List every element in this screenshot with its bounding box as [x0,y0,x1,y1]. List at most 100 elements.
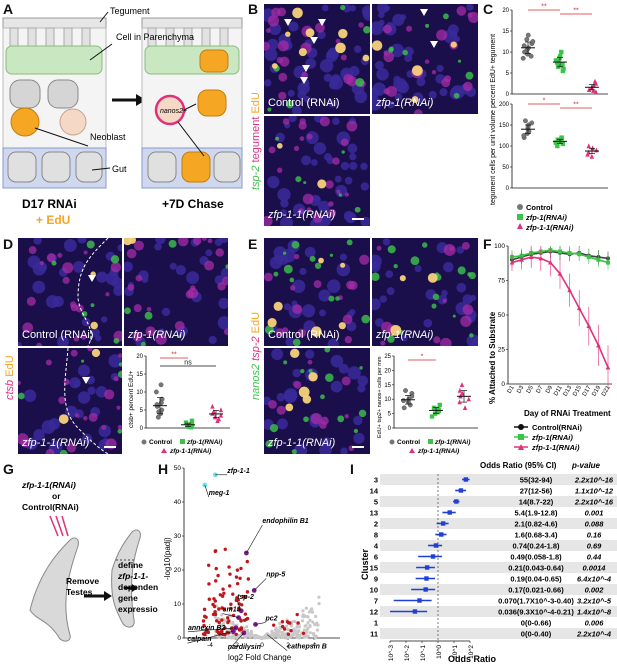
label-gut: Gut [112,164,127,174]
e-plot: 0 5 10 15 20 25 * [384,354,478,432]
panel-letter-g: G [3,461,14,477]
schematic-after [141,17,243,189]
magenta-signal [46,253,56,263]
arrowhead [310,37,318,44]
nucleus [345,211,357,224]
green-signal [113,338,120,344]
data-point [559,49,564,55]
nucleus [321,4,329,12]
nucleus [378,19,385,26]
tile-label: zfp-1(RNAi) [376,329,434,341]
data-point [212,414,218,420]
nucleus [466,4,474,11]
data-point [560,62,565,67]
p-value: 0.44 [587,553,602,562]
data-point [158,382,164,388]
nucleus [27,255,41,269]
data-point [529,120,535,126]
x-tick-label: D9 [545,384,554,394]
magenta-signal [193,238,202,246]
data-point [218,412,224,418]
gene-point-significant [234,575,239,579]
magenta-signal [462,304,474,315]
h-plot: 0 10 20 30 40 50 -4 -2 0 2 4 zfp-1-1 meg-1 endophilin… [174,465,340,652]
gene-point-significant [207,582,211,586]
edu-nucleus [411,65,423,76]
gene-point [317,595,321,599]
magenta-signal [332,157,340,165]
y-tick-label: 15 [136,372,143,378]
magenta-signal [341,376,351,386]
data-point [210,403,215,409]
or-text: 0.49(0.058-1.8) [510,553,562,562]
nucleus [288,116,297,123]
nucleus [276,393,286,402]
nucleus [353,45,362,53]
tile-label: zfp-1(RNAi) [128,329,186,341]
label-leader [204,484,210,498]
data-point [459,382,465,387]
p-value: 0.16 [587,531,602,540]
gene-point-significant [227,619,231,623]
data-point [189,418,195,423]
nucleus [124,261,133,273]
gene-point-significant [286,621,291,625]
green-signal [335,296,340,301]
gene-point [301,614,305,618]
data-point [183,420,189,425]
micrograph-canvas [264,348,370,454]
magenta-signal [320,416,329,425]
y-tick-label: 20 [136,354,143,360]
gene-point [301,609,305,613]
nucleus [375,60,384,70]
gene-point [286,628,290,632]
nucleus [339,253,348,261]
magenta-signal [406,25,413,32]
tile-label: Control (RNAi) [268,97,340,109]
gene-point-significant [212,604,217,609]
cluster-label: 5 [374,498,378,507]
nucleus [456,246,465,254]
magenta-signal [293,381,302,389]
nucleus [360,182,370,191]
significance-label: * [421,354,424,361]
cluster-label: 12 [370,608,378,617]
magenta-signal [302,193,314,205]
nucleus [360,162,368,171]
green-signal [372,272,380,282]
nucleus [372,298,381,311]
gene-point [300,619,305,623]
gene-point-significant [220,594,225,598]
green-signal [168,239,177,248]
green-signal [90,303,95,308]
magenta-signal [110,261,122,273]
gene-label: cathepsin B [287,644,327,651]
micrograph-canvas [264,4,370,114]
x-tick-label: D7 [535,384,544,394]
g-worm-1 [29,537,79,642]
green-signal [358,409,367,418]
nucleus [299,267,307,276]
gene-point-significant [228,584,232,588]
edu-nucleus [390,324,402,336]
or-point [447,510,452,515]
green-signal [267,107,272,112]
nucleus [471,337,478,346]
gene-point-significant [214,579,218,583]
gene-point-significant [245,559,249,564]
gene-point-significant [239,603,244,607]
data-point [560,141,566,147]
or-point [440,521,446,526]
data-point [216,416,222,422]
nucleus [353,415,363,426]
nucleus [462,294,473,305]
nucleus [449,30,458,40]
micrograph-canvas [18,348,122,454]
nucleus [186,271,200,285]
y-tick-label: 30 [174,533,182,540]
data-point [462,405,468,411]
magenta-signal [359,254,370,265]
x-tick-label: -2 [233,642,239,649]
green-signal [346,239,353,246]
edu-nucleus [411,96,419,103]
